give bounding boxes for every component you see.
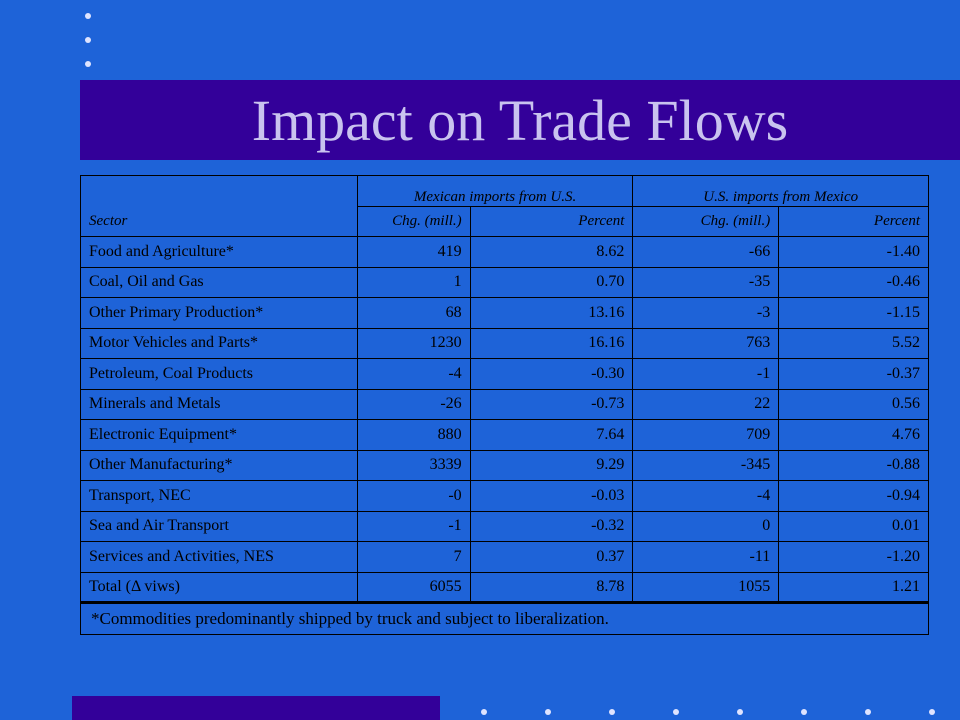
- bullet-dot-bottom-6: [801, 709, 807, 715]
- us-percent-cell: -0.37: [778, 358, 929, 390]
- us-chg-cell: -3: [632, 297, 780, 329]
- bullet-dot-bottom-3: [609, 709, 615, 715]
- us-chg-cell: 1055: [632, 571, 780, 603]
- us-chg-cell: 0: [632, 510, 780, 542]
- mexico-percent-cell: 7.64: [469, 419, 634, 451]
- table-row: Services and Activities, NES 7 0.37 -11 -1.2…: [80, 541, 929, 573]
- table-column-header-row: Sector Chg. (mill.) Percent Chg. (mill.)…: [80, 205, 929, 237]
- sector-cell: Minerals and Metals: [80, 388, 358, 420]
- mexico-chg-cell: 880: [356, 419, 471, 451]
- table-footnote: *Commodities predominantly shipped by tr…: [80, 601, 929, 635]
- title-band: Impact on Trade Flows: [80, 80, 960, 160]
- mexico-chg-cell: -26: [356, 388, 471, 420]
- mexico-chg-cell: -1: [356, 510, 471, 542]
- table-row: Electronic Equipment* 880 7.64 709 4.76: [80, 419, 929, 451]
- us-percent-cell: -1.15: [778, 297, 929, 329]
- column-header-chg-mexico: Chg. (mill.): [356, 205, 471, 237]
- mexico-chg-cell: -4: [356, 358, 471, 390]
- mexico-chg-cell: 1: [356, 266, 471, 298]
- us-chg-cell: 763: [632, 327, 780, 359]
- sector-cell: Total (Δ viws): [80, 571, 358, 603]
- table-row: Other Manufacturing* 3339 9.29 -345 -0.88: [80, 449, 929, 481]
- us-percent-cell: -0.94: [778, 480, 929, 512]
- sector-cell: Services and Activities, NES: [80, 541, 358, 573]
- mexico-percent-cell: 13.16: [469, 297, 634, 329]
- table-row: Other Primary Production* 68 13.16 -3 -1.15: [80, 297, 929, 329]
- table-row: Coal, Oil and Gas 1 0.70 -35 -0.46: [80, 266, 929, 298]
- column-header-percent-us: Percent: [778, 205, 929, 237]
- column-header-sector: Sector: [80, 206, 358, 237]
- sector-cell: Other Manufacturing*: [80, 449, 358, 481]
- table-row: Minerals and Metals -26 -0.73 22 0.56: [80, 388, 929, 420]
- bottom-band: [72, 696, 440, 720]
- bullet-dot-bottom-2: [545, 709, 551, 715]
- sector-header-spacer: [80, 175, 358, 206]
- us-chg-cell: 709: [632, 419, 780, 451]
- us-percent-cell: 1.21: [778, 571, 929, 603]
- sector-cell: Motor Vehicles and Parts*: [80, 327, 358, 359]
- table-group-header-row: Mexican imports from U.S. U.S. imports f…: [80, 175, 929, 207]
- us-percent-cell: 0.01: [778, 510, 929, 542]
- sector-cell: Transport, NEC: [80, 480, 358, 512]
- bullet-dot-top-1: [85, 13, 91, 19]
- mexico-chg-cell: 6055: [356, 571, 471, 603]
- sector-cell: Sea and Air Transport: [80, 510, 358, 542]
- mexico-chg-cell: 68: [356, 297, 471, 329]
- table-row: Sea and Air Transport -1 -0.32 0 0.01: [80, 510, 929, 542]
- mexico-chg-cell: 7: [356, 541, 471, 573]
- table-row: Transport, NEC -0 -0.03 -4 -0.94: [80, 480, 929, 512]
- bullet-dot-top-3: [85, 61, 91, 67]
- bullet-dot-bottom-5: [737, 709, 743, 715]
- us-chg-cell: -11: [632, 541, 780, 573]
- group-header-us-imports: U.S. imports from Mexico: [632, 175, 929, 207]
- sector-cell: Electronic Equipment*: [80, 419, 358, 451]
- us-percent-cell: -1.20: [778, 541, 929, 573]
- us-chg-cell: -345: [632, 449, 780, 481]
- table-footnote-row: *Commodities predominantly shipped by tr…: [80, 601, 929, 635]
- mexico-chg-cell: 419: [356, 236, 471, 268]
- sector-cell: Petroleum, Coal Products: [80, 358, 358, 390]
- mexico-percent-cell: 8.62: [469, 236, 634, 268]
- sector-cell: Other Primary Production*: [80, 297, 358, 329]
- bullet-dot-bottom-8: [929, 709, 935, 715]
- us-percent-cell: -1.40: [778, 236, 929, 268]
- table-row: Petroleum, Coal Products -4 -0.30 -1 -0.37: [80, 358, 929, 390]
- us-chg-cell: -1: [632, 358, 780, 390]
- table-row: Motor Vehicles and Parts* 1230 16.16 763 5.5…: [80, 327, 929, 359]
- mexico-percent-cell: 16.16: [469, 327, 634, 359]
- slide-title: Impact on Trade Flows: [251, 88, 789, 153]
- us-percent-cell: -0.88: [778, 449, 929, 481]
- mexico-chg-cell: 1230: [356, 327, 471, 359]
- column-header-chg-us: Chg. (mill.): [632, 205, 780, 237]
- mexico-percent-cell: -0.03: [469, 480, 634, 512]
- us-percent-cell: 5.52: [778, 327, 929, 359]
- mexico-percent-cell: 9.29: [469, 449, 634, 481]
- mexico-percent-cell: 8.78: [469, 571, 634, 603]
- group-header-mexican-imports: Mexican imports from U.S.: [356, 175, 634, 207]
- us-chg-cell: 22: [632, 388, 780, 420]
- bullet-dot-bottom-7: [865, 709, 871, 715]
- sector-cell: Coal, Oil and Gas: [80, 266, 358, 298]
- mexico-percent-cell: -0.30: [469, 358, 634, 390]
- us-percent-cell: 0.56: [778, 388, 929, 420]
- mexico-percent-cell: 0.37: [469, 541, 634, 573]
- table-row: Food and Agriculture* 419 8.62 -66 -1.40: [80, 236, 929, 268]
- sector-cell: Food and Agriculture*: [80, 236, 358, 268]
- us-chg-cell: -66: [632, 236, 780, 268]
- mexico-percent-cell: 0.70: [469, 266, 634, 298]
- mexico-chg-cell: -0: [356, 480, 471, 512]
- mexico-percent-cell: -0.73: [469, 388, 634, 420]
- mexico-percent-cell: -0.32: [469, 510, 634, 542]
- table-row: Total (Δ viws) 6055 8.78 1055 1.21: [80, 571, 929, 603]
- column-header-percent-mexico: Percent: [469, 205, 634, 237]
- mexico-chg-cell: 3339: [356, 449, 471, 481]
- trade-flows-table: Mexican imports from U.S. U.S. imports f…: [80, 175, 929, 635]
- us-chg-cell: -35: [632, 266, 780, 298]
- bullet-dot-bottom-4: [673, 709, 679, 715]
- us-chg-cell: -4: [632, 480, 780, 512]
- bullet-dot-bottom-1: [481, 709, 487, 715]
- us-percent-cell: 4.76: [778, 419, 929, 451]
- us-percent-cell: -0.46: [778, 266, 929, 298]
- bullet-dot-top-2: [85, 37, 91, 43]
